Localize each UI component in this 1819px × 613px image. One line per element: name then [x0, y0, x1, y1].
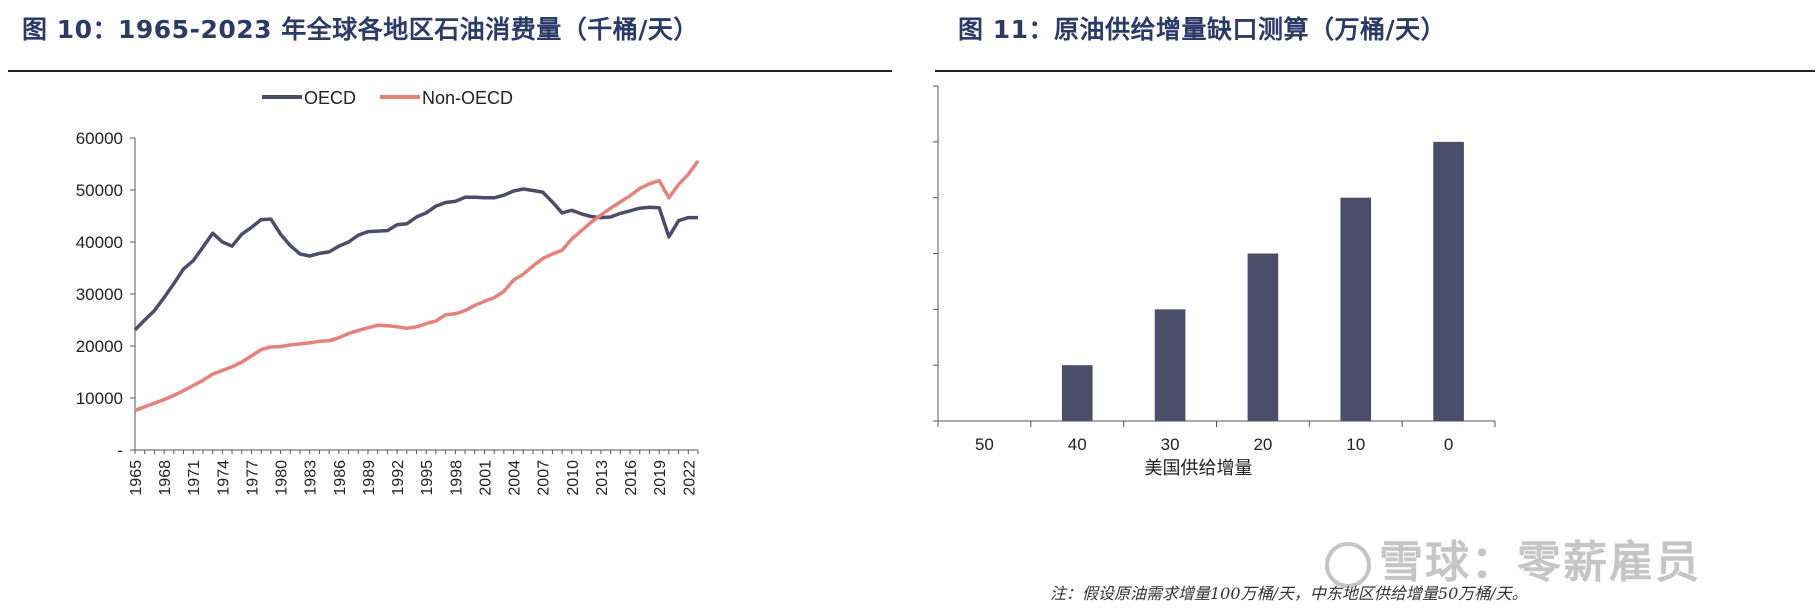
x-tick-label: 0: [1444, 435, 1453, 454]
x-tick-label: 40: [1068, 435, 1087, 454]
x-tick-label: 1989: [361, 460, 378, 496]
x-tick-label: 1998: [448, 460, 465, 496]
x-tick-label: 2001: [477, 460, 494, 496]
x-tick-label: 2010: [565, 460, 582, 496]
y-tick-label: 40000: [76, 233, 123, 252]
figure-11-divider: [935, 70, 1815, 72]
x-tick-label: 1992: [390, 460, 407, 496]
watermark: 雪球：零薪雇员: [1325, 526, 1701, 590]
figure-11-note: 注：假设原油需求增量100万桶/天，中东地区供给增量50万桶/天。: [1050, 584, 1528, 603]
y-tick-label: 50000: [76, 181, 123, 200]
figure-10-divider: [8, 70, 892, 72]
figure-10-title: 图 10：1965-2023 年全球各地区石油消费量（千桶/天）: [22, 15, 699, 44]
snowball-logo-icon: [1325, 542, 1371, 588]
series-line-non-oecd: [134, 159, 700, 413]
figure-11: 图 11：原油供给增量缺口测算（万桶/天） 010203040506050403…: [930, 0, 1819, 613]
y-tick-label: 10000: [76, 389, 123, 408]
x-tick-label: 2013: [594, 460, 611, 496]
y-tick-label: -: [117, 441, 123, 460]
y-tick-label: 60000: [76, 129, 123, 148]
y-tick-label: 30000: [76, 285, 123, 304]
watermark-text: 雪球：零薪雇员: [1379, 537, 1701, 588]
x-tick-label: 1980: [274, 460, 291, 496]
x-tick-label: 1968: [157, 460, 174, 496]
bar: [1247, 253, 1279, 421]
x-tick-label: 1983: [303, 460, 320, 496]
x-tick-label: 1986: [332, 460, 349, 496]
figure-10: 图 10：1965-2023 年全球各地区石油消费量（千桶/天） - 10000 2…: [0, 0, 900, 613]
series-line-oecd: [133, 187, 698, 332]
x-tick-label: 10: [1346, 435, 1365, 454]
bar: [1061, 365, 1093, 421]
x-tick-label: 1995: [419, 460, 436, 496]
x-axis-title: 美国供给增量: [1145, 458, 1253, 478]
x-tick-label: 2004: [507, 460, 524, 496]
x-tick-label: 20: [1253, 435, 1272, 454]
y-tick-label: 20000: [76, 337, 123, 356]
x-tick-label: 2007: [536, 460, 553, 496]
x-tick-label: 1977: [244, 460, 261, 496]
x-tick-label: 2016: [623, 460, 640, 496]
bar: [1340, 197, 1372, 421]
x-tick-label: 1974: [215, 460, 232, 496]
x-tick-label: 1965: [128, 460, 145, 496]
legend-label: Non-OECD: [422, 88, 513, 108]
x-tick-label: 50: [975, 435, 994, 454]
supply-gap-bar-chart: 010203040506050403020100供给增量缺口美国供给增量: [933, 85, 1496, 478]
x-tick-label: 2019: [652, 460, 669, 496]
oil-consumption-line-chart: - 10000 20000 30000 40000 50000 60000 1965 1968 1…: [76, 88, 700, 496]
x-tick-label: 30: [1161, 435, 1180, 454]
bar: [1433, 141, 1464, 422]
x-tick-label: 2022: [681, 460, 698, 496]
x-tick-label: 1971: [186, 460, 203, 496]
bar: [1154, 309, 1186, 421]
figure-11-title: 图 11：原油供给增量缺口测算（万桶/天）: [958, 15, 1447, 44]
legend-label: OECD: [304, 88, 356, 108]
